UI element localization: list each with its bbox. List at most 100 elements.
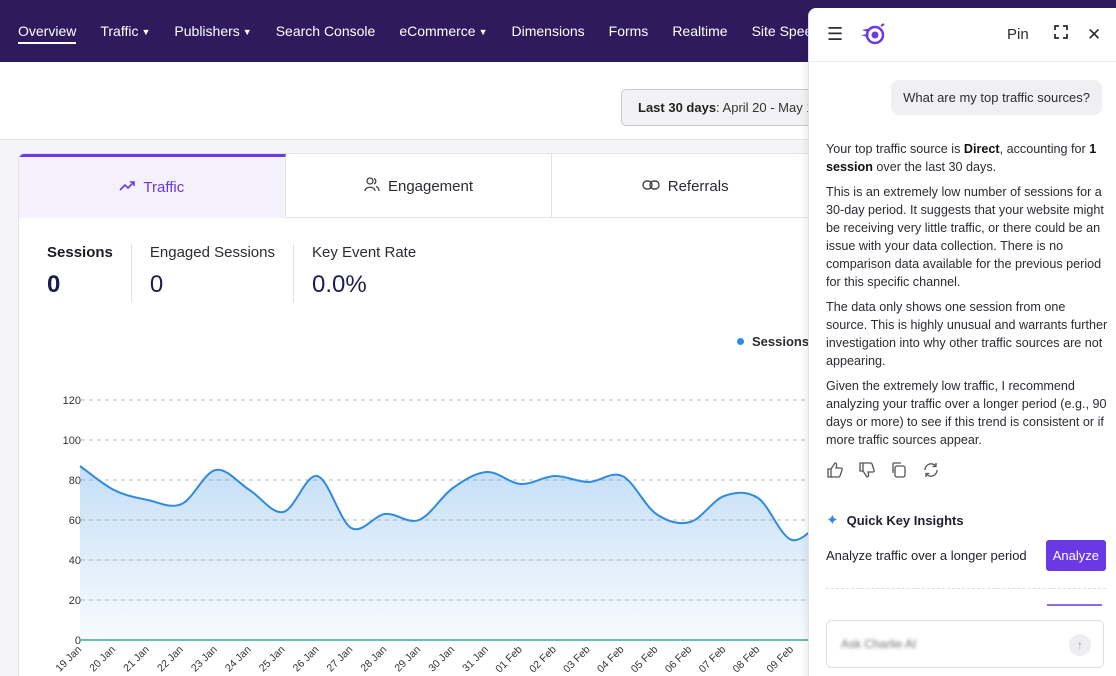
nav-label: Publishers <box>174 23 240 39</box>
metric-label: Engaged Sessions <box>149 244 275 261</box>
chat-input-box[interactable]: ↑ <box>826 620 1104 668</box>
chat-input[interactable] <box>841 637 1061 651</box>
nav-ecommerce[interactable]: eCommerce ▼ <box>399 0 487 62</box>
x-tick-label: 01 Feb <box>493 644 525 676</box>
metrics-row: Sessions 0 Engaged Sessions 0 Key Event … <box>47 244 452 302</box>
x-tick-label: 27 Jan <box>325 644 356 675</box>
nav-label: Site Speed <box>751 23 821 39</box>
x-tick-label: 28 Jan <box>358 644 389 675</box>
x-tick-label: 06 Feb <box>663 644 695 676</box>
thumbs-up-icon[interactable] <box>826 461 844 483</box>
insight-row: Analyze traffic over a longer period Ana… <box>826 540 1106 571</box>
charlie-logo <box>859 21 887 49</box>
nav-search-console[interactable]: Search Console <box>276 0 376 62</box>
nav-traffic[interactable]: Traffic ▼ <box>100 0 150 62</box>
x-tick-label: 30 Jan <box>426 644 457 675</box>
panel-header: ☰ Pin ✕ <box>809 8 1116 62</box>
tab-label: Traffic <box>143 179 185 196</box>
answer-bold: 1 session <box>826 142 1097 174</box>
answer-text: , accounting for <box>999 142 1090 156</box>
link-icon <box>642 178 660 195</box>
tab-label: Engagement <box>387 177 474 195</box>
tab-traffic[interactable]: Traffic <box>19 154 286 218</box>
answer-paragraph: Your top traffic source is Direct, accou… <box>826 140 1108 176</box>
nav-label: Realtime <box>672 23 728 39</box>
fullscreen-icon[interactable] <box>1054 25 1068 44</box>
nav-label: Search Console <box>275 23 376 39</box>
metric-engaged-sessions[interactable]: Engaged Sessions 0 <box>150 244 294 302</box>
x-tick-label: 07 Feb <box>697 644 729 676</box>
regenerate-icon[interactable] <box>922 461 940 483</box>
thumbs-down-icon[interactable] <box>858 461 876 483</box>
chevron-down-icon: ▼ <box>141 27 151 37</box>
answer-paragraph: Given the extremely low traffic, I recom… <box>826 379 1107 447</box>
y-tick-label: 20 <box>69 595 81 607</box>
x-tick-label: 26 Jan <box>291 644 322 675</box>
x-tick-label: 22 Jan <box>155 644 186 675</box>
date-range-value: : April 20 - May 1 <box>716 100 814 115</box>
chevron-down-icon: ▼ <box>478 27 488 37</box>
sparkle-icon: ✦ <box>826 512 839 529</box>
nav-label: Dimensions <box>511 23 585 39</box>
nav-dimensions[interactable]: Dimensions <box>512 0 585 62</box>
metric-value: 0 <box>149 271 164 298</box>
answer-text: Your top traffic source is <box>826 142 964 156</box>
trending-up-icon <box>119 179 136 196</box>
x-tick-label: 03 Feb <box>561 644 593 676</box>
date-range-prefix: Last 30 days <box>638 100 717 115</box>
close-icon[interactable]: ✕ <box>1087 24 1102 44</box>
tab-engagement[interactable]: Engagement <box>286 154 553 218</box>
x-tick-label: 02 Feb <box>527 644 559 676</box>
insights-title: Quick Key Insights <box>846 512 964 528</box>
legend-dot <box>737 338 744 345</box>
ai-chat-panel: ☰ Pin ✕ What are my top traffic sources?… <box>808 8 1116 676</box>
x-tick-label: 09 Feb <box>764 644 796 676</box>
x-tick-label: 20 Jan <box>87 644 118 675</box>
date-range-button[interactable]: Last 30 days: April 20 - May 1 <box>621 89 821 126</box>
x-tick-label: 04 Feb <box>595 644 627 676</box>
answer-paragraph: The data only shows one session from one… <box>826 300 1108 368</box>
nav-overview[interactable]: Overview <box>18 0 77 62</box>
x-tick-label: 21 Jan <box>121 644 152 675</box>
y-tick-label: 100 <box>63 435 81 447</box>
legend-label: Sessions <box>752 334 810 349</box>
metric-label: Key Event Rate <box>311 244 417 261</box>
metric-sessions[interactable]: Sessions 0 <box>47 244 132 302</box>
analyze-button[interactable]: Analyze <box>1045 540 1106 571</box>
y-tick-label: 60 <box>69 515 81 527</box>
sessions-line <box>79 465 817 542</box>
nav-realtime[interactable]: Realtime <box>672 0 727 62</box>
accent-line <box>1047 604 1102 606</box>
send-arrow-icon[interactable]: ↑ <box>1069 634 1091 656</box>
nav-forms[interactable]: Forms <box>609 0 649 62</box>
tab-referrals[interactable]: Referrals <box>552 154 817 218</box>
copy-icon[interactable] <box>890 461 908 483</box>
user-message: What are my top traffic sources? <box>891 80 1102 115</box>
answer-bold: Direct <box>963 142 1000 156</box>
metric-key-event-rate[interactable]: Key Event Rate 0.0% <box>312 244 434 302</box>
nav-label: Overview <box>18 23 77 39</box>
x-tick-label: 24 Jan <box>223 644 254 675</box>
x-tick-label: 23 Jan <box>189 644 220 675</box>
y-tick-label: 0 <box>75 635 81 647</box>
overview-card: Traffic Engagement Referrals Sessions 0 … <box>18 153 818 676</box>
ai-answer: Your top traffic source is Direct, accou… <box>826 140 1108 456</box>
x-tick-label: 08 Feb <box>731 644 763 676</box>
menu-icon[interactable]: ☰ <box>827 24 844 44</box>
nav-label: eCommerce <box>399 23 476 39</box>
nav-publishers[interactable]: Publishers ▼ <box>174 0 251 62</box>
users-icon <box>364 176 380 196</box>
report-tabs: Traffic Engagement Referrals <box>19 154 817 218</box>
pin-button[interactable]: Pin <box>1007 26 1029 43</box>
metric-label: Sessions <box>47 244 113 261</box>
answer-text: over the last 30 days. <box>872 160 997 174</box>
metric-value: 0 <box>47 271 61 298</box>
nav-site-speed[interactable]: Site Speed <box>752 0 821 62</box>
x-tick-label: 25 Jan <box>257 644 288 675</box>
x-tick-label: 05 Feb <box>629 644 661 676</box>
y-tick-label: 40 <box>69 555 81 567</box>
feedback-actions <box>826 461 940 483</box>
divider <box>826 588 1106 589</box>
chart-legend[interactable]: Sessions <box>737 334 809 349</box>
nav-label: Forms <box>608 23 649 39</box>
